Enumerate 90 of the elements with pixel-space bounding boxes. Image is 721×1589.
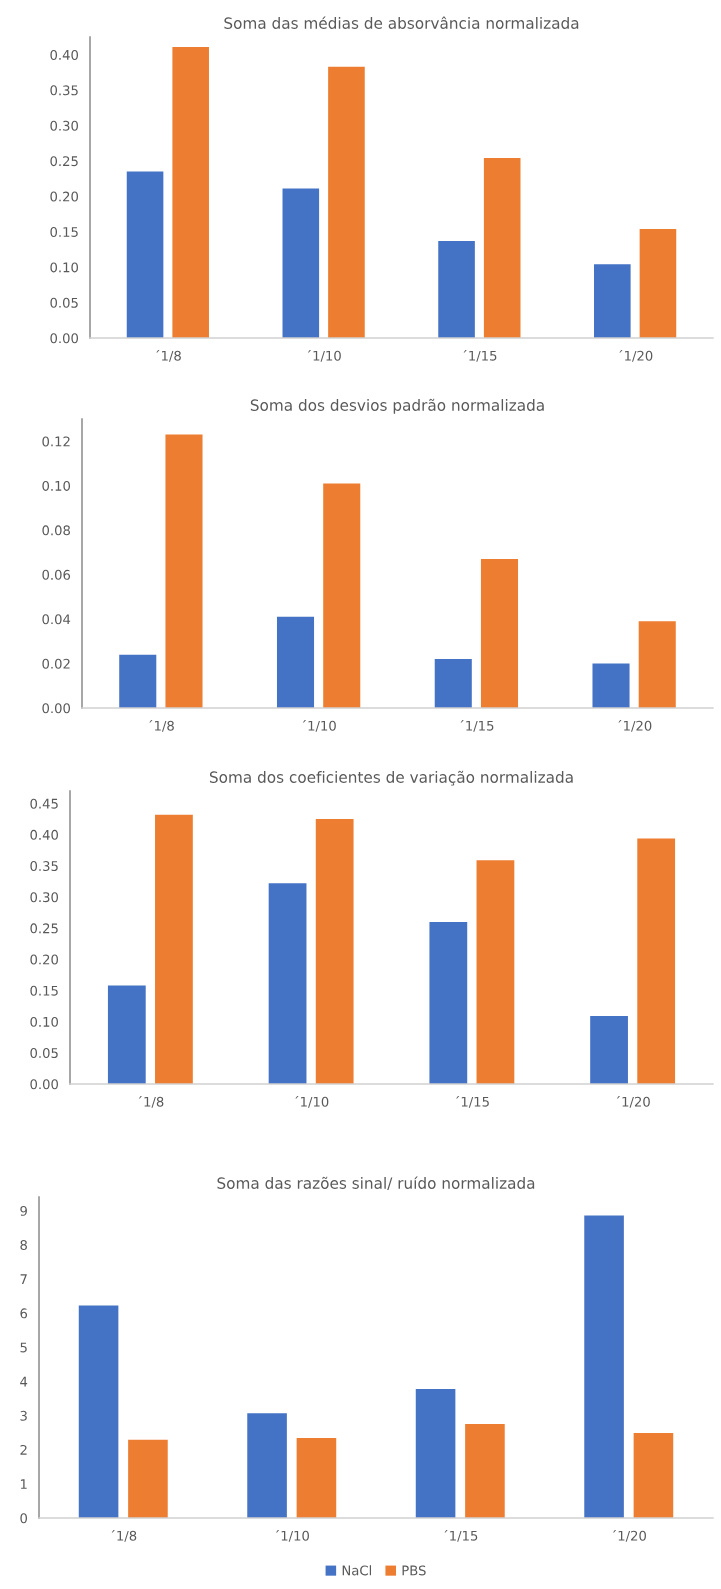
bar — [594, 264, 631, 338]
bar — [282, 188, 320, 338]
bar — [480, 559, 519, 708]
y-tick-label: 0.02 — [42, 658, 70, 669]
bar — [155, 814, 193, 1084]
bar — [315, 819, 354, 1084]
bar — [78, 1305, 119, 1518]
x-tick-label: ´1/20 — [613, 1529, 646, 1542]
chart-title: Soma das médias de absorvância normalizada — [224, 16, 579, 29]
bar — [438, 240, 475, 338]
y-tick-label: 8 — [20, 1240, 27, 1251]
bar — [639, 228, 677, 338]
bar — [323, 483, 361, 708]
y-tick-label: 0.15 — [30, 985, 58, 996]
bar — [476, 860, 515, 1084]
chart-title: Soma das razões sinal/ ruído normalizada — [217, 1176, 535, 1191]
bar — [165, 434, 203, 708]
x-tick-label: ´1/10 — [295, 1095, 329, 1108]
x-tick-label: ´1/15 — [456, 1095, 489, 1108]
bar — [126, 171, 164, 338]
bar — [483, 158, 521, 338]
y-tick-label: 0.35 — [50, 85, 78, 96]
bar — [584, 1215, 624, 1518]
y-tick-label: 0.35 — [30, 861, 58, 872]
x-tick-label: ´1/20 — [619, 349, 653, 362]
x-tick-label: ´1/15 — [463, 349, 497, 362]
y-tick-label: 7 — [20, 1274, 27, 1284]
y-tick-label: 0.25 — [50, 156, 78, 167]
y-tick-label: 0.20 — [30, 954, 59, 965]
x-tick-label: ´1/8 — [138, 1095, 164, 1108]
x-tick-label: ´1/15 — [460, 719, 494, 732]
chart-title: Soma dos desvios padrão normalizada — [250, 398, 544, 414]
y-tick-label: 0.05 — [50, 297, 78, 308]
bar — [119, 654, 157, 708]
bar — [638, 621, 676, 708]
x-tick-label: ´1/8 — [156, 349, 181, 362]
legend-label: NaCl — [342, 1565, 371, 1576]
y-tick-label: 0.08 — [42, 525, 70, 536]
bar — [434, 659, 472, 708]
y-tick-label: 3 — [20, 1410, 27, 1421]
y-tick-label: 6 — [20, 1308, 28, 1319]
y-tick-label: 0.10 — [50, 262, 79, 273]
bar — [592, 663, 630, 708]
legend-label: PBS — [402, 1565, 426, 1576]
x-tick-label: ´1/8 — [111, 1529, 137, 1542]
y-tick-label: 0.10 — [30, 1016, 59, 1027]
y-tick-label: 0.12 — [42, 436, 70, 447]
y-tick-label: 0.00 — [50, 333, 79, 344]
bar — [276, 616, 315, 708]
y-tick-label: 0.30 — [50, 120, 79, 131]
y-tick-label: 1 — [20, 1479, 27, 1489]
y-tick-label: 5 — [20, 1342, 27, 1353]
y-tick-label: 0.45 — [30, 798, 58, 809]
bar — [633, 1432, 674, 1518]
bar — [172, 46, 209, 338]
y-tick-label: 9 — [20, 1205, 27, 1216]
y-tick-label: 0.10 — [42, 480, 71, 491]
bar — [328, 66, 365, 338]
y-tick-label: 0.06 — [42, 569, 71, 580]
y-tick-label: 0.20 — [50, 191, 79, 202]
bar — [465, 1424, 505, 1518]
y-tick-label: 2 — [20, 1444, 27, 1455]
y-tick-label: 0.00 — [30, 1079, 59, 1090]
bar — [415, 1388, 456, 1518]
bar — [429, 921, 468, 1084]
bar — [296, 1438, 337, 1518]
y-tick-label: 0.40 — [50, 49, 79, 60]
y-tick-label: 0.00 — [42, 703, 71, 714]
bar — [590, 1016, 628, 1084]
bar — [128, 1439, 168, 1518]
x-tick-label: ´1/10 — [276, 1529, 309, 1542]
x-tick-label: ´1/15 — [444, 1529, 478, 1542]
bar — [247, 1413, 287, 1518]
y-tick-label: 0 — [20, 1513, 28, 1524]
y-tick-label: 0.04 — [42, 614, 71, 625]
y-tick-label: 0.30 — [30, 892, 59, 903]
bar — [637, 838, 676, 1084]
x-tick-label: ´1/10 — [302, 719, 336, 732]
y-tick-label: 0.40 — [30, 829, 59, 840]
x-tick-label: ´1/20 — [616, 1095, 650, 1108]
y-tick-label: 0.15 — [50, 226, 78, 237]
x-tick-label: ´1/8 — [149, 719, 174, 732]
x-tick-label: ´1/20 — [618, 719, 652, 732]
y-tick-label: 0.05 — [30, 1048, 58, 1059]
bar — [268, 883, 307, 1084]
bar — [107, 985, 146, 1084]
chart-title: Soma dos coeficientes de variação normalizada — [209, 770, 573, 786]
x-tick-label: ´1/10 — [307, 349, 341, 362]
y-tick-label: 0.25 — [30, 923, 58, 934]
y-tick-label: 4 — [20, 1376, 28, 1387]
